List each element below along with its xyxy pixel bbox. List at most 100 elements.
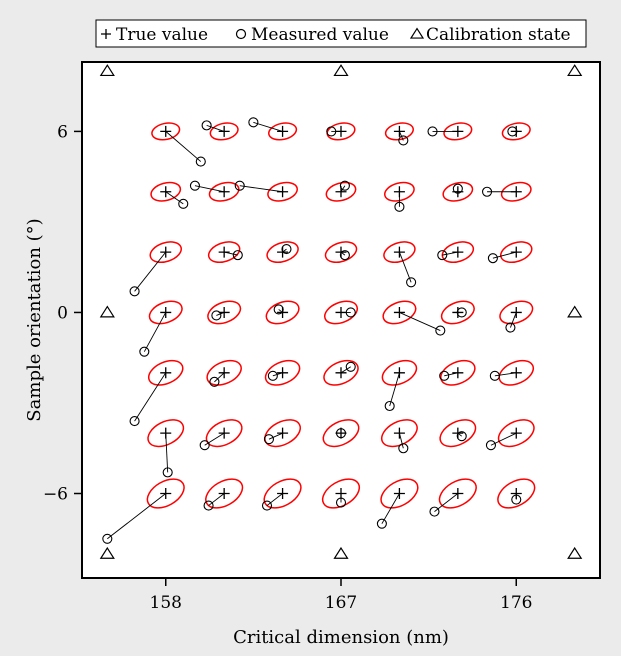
uncertainty-ellipse [323, 359, 359, 386]
uncertainty-ellipse [498, 359, 535, 386]
uncertainty-ellipse [442, 181, 474, 202]
true-value-marker [510, 125, 522, 137]
uncertainty-ellipse [500, 181, 532, 202]
uncertainty-ellipse [382, 300, 417, 325]
uncertainty-ellipse [151, 122, 181, 141]
true-value-marker [218, 427, 230, 439]
true-value-marker [452, 367, 464, 379]
true-value-marker [160, 186, 172, 198]
y-tick-label: 6 [57, 122, 68, 142]
measured-value-marker [129, 286, 140, 297]
measured-value-marker [201, 120, 212, 131]
uncertainty-ellipse [323, 300, 359, 325]
measured-value-marker [281, 244, 292, 255]
uncertainty-ellipse [146, 478, 185, 509]
measured-value-marker [376, 518, 387, 529]
uncertainty-ellipse [324, 241, 358, 264]
error-line [134, 372, 167, 422]
y-tick-label: −6 [43, 485, 68, 505]
error-line [266, 493, 283, 506]
uncertainty-ellipse [384, 122, 414, 141]
uncertainty-ellipse [321, 478, 361, 509]
measured-value-marker [178, 198, 189, 209]
calibration-state-marker [567, 64, 583, 77]
true-value-marker [393, 306, 405, 318]
calibration-state-marker [567, 305, 583, 318]
measured-value-marker [234, 180, 245, 191]
true-value-marker [335, 306, 347, 318]
error-line [268, 432, 283, 440]
uncertainty-ellipse [264, 359, 301, 386]
uncertainty-ellipse [205, 478, 244, 509]
true-value-marker [393, 427, 405, 439]
uncertainty-ellipse [497, 478, 536, 509]
uncertainty-ellipse [207, 300, 242, 325]
calibration-state-marker [333, 64, 349, 77]
uncertainty-ellipse [149, 241, 182, 264]
error-line [165, 433, 169, 473]
true-value-marker [510, 306, 522, 318]
calibration-state-marker [99, 546, 115, 559]
uncertainty-ellipse [265, 300, 300, 325]
measured-value-marker [482, 186, 493, 197]
error-line [208, 493, 225, 506]
legend-box [95, 19, 587, 48]
uncertainty-ellipse [147, 419, 185, 448]
uncertainty-ellipse [148, 300, 183, 325]
true-value-marker [160, 367, 172, 379]
legend-label: True value [116, 25, 208, 45]
measured-value-marker [267, 370, 278, 381]
measured-value-marker [485, 440, 496, 451]
error-line [510, 312, 517, 328]
measured-value-marker [199, 440, 210, 451]
measured-value-marker [507, 126, 518, 137]
y-tick-label: 0 [57, 303, 68, 323]
uncertainty-ellipse [150, 181, 182, 202]
error-line [381, 493, 400, 524]
legend-label: Calibration state [426, 25, 571, 45]
legend: True value Measured value Calibration stat… [95, 19, 587, 48]
uncertainty-ellipse [206, 359, 242, 386]
measured-value-marker [406, 277, 417, 288]
x-tick-label: 167 [325, 593, 357, 613]
measured-value-marker [326, 126, 337, 137]
true-value-marker [452, 488, 464, 500]
true-value-marker [452, 306, 464, 318]
uncertainty-ellipse [322, 419, 360, 448]
error-line [389, 372, 400, 407]
measured-value-marker [189, 180, 200, 191]
legend-marker-measured-value [235, 28, 247, 40]
uncertainty-ellipse [207, 241, 241, 264]
x-tick-label: 158 [150, 593, 182, 613]
true-value-marker [218, 186, 230, 198]
uncertainty-ellipse [438, 478, 477, 509]
true-value-marker [218, 125, 230, 137]
uncertainty-ellipse [380, 419, 418, 448]
uncertainty-ellipse [439, 419, 477, 448]
measured-value-marker [439, 370, 450, 381]
true-value-marker [277, 186, 289, 198]
measured-value-marker [195, 156, 206, 167]
y-axis-label: Sample orientation (°) [24, 218, 45, 421]
uncertainty-ellipse [440, 300, 475, 325]
measured-value-marker [384, 400, 395, 412]
measured-value-marker [139, 346, 150, 357]
true-value-marker [393, 367, 405, 379]
measured-value-marker [437, 250, 448, 261]
true-value-marker [160, 306, 172, 318]
uncertainty-ellipse [263, 478, 302, 509]
measured-value-marker [427, 126, 438, 137]
true-value-marker [452, 246, 464, 258]
true-value-marker [335, 488, 347, 500]
error-line [253, 121, 283, 132]
error-line [107, 493, 167, 540]
true-value-marker [510, 488, 522, 500]
error-line [399, 251, 412, 283]
measured-value-marker [273, 304, 284, 315]
true-value-marker [452, 125, 464, 137]
chart-marks [99, 64, 583, 559]
uncertainty-ellipse [441, 241, 475, 264]
uncertainty-ellipse [325, 181, 357, 202]
calibration-state-marker [333, 546, 349, 559]
